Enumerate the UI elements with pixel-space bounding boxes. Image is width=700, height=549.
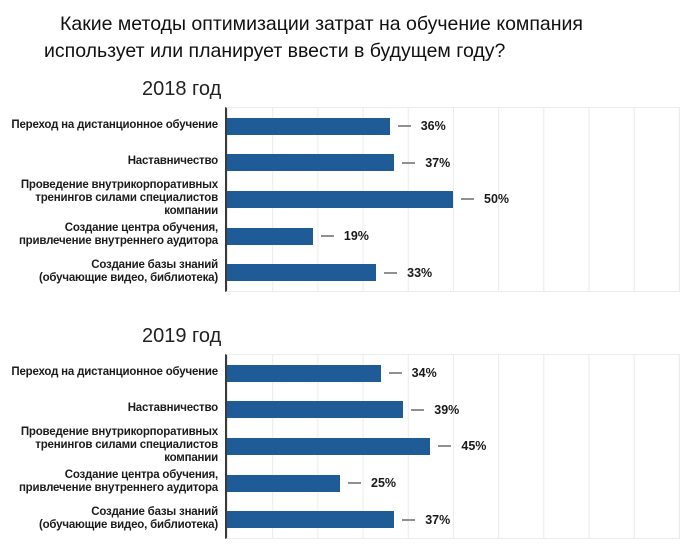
- bar-row: 34%: [227, 355, 679, 392]
- value-dash: [402, 161, 416, 164]
- value-dash: [411, 408, 425, 411]
- bar-row: 37%: [227, 501, 679, 538]
- value-label: 33%: [407, 265, 433, 280]
- bar: [227, 437, 431, 455]
- bar: [227, 401, 404, 419]
- category-label: Проведение внутрикорпоративных тренингов…: [20, 425, 218, 464]
- category-label: Создание центра обучения, привлечение вн…: [18, 222, 218, 248]
- bar: [227, 117, 390, 135]
- bar: [227, 190, 453, 208]
- category-label: Переход на дистанционное обучение: [11, 365, 218, 378]
- bar-row: 37%: [227, 145, 679, 182]
- value-label: 25%: [371, 476, 397, 491]
- category-axis: Переход на дистанционное обучение Настав…: [0, 107, 225, 292]
- category-label: Наставничество: [127, 402, 219, 415]
- bar-chart-2019: Переход на дистанционное обучение Настав…: [0, 353, 700, 539]
- bar-row: 19%: [227, 218, 679, 255]
- value-dash: [402, 518, 416, 521]
- category-label: Переход на дистанционное обучение: [11, 118, 218, 131]
- chart-title-2019: 2019 год: [142, 324, 222, 347]
- value-label: 50%: [484, 192, 510, 207]
- category-axis: Переход на дистанционное обучение Настав…: [0, 354, 225, 539]
- bar: [227, 364, 381, 382]
- value-label: 37%: [425, 512, 451, 527]
- bar-row: 36%: [227, 108, 679, 145]
- chart-section-2018: 2018 год Переход на дистанционное обучен…: [0, 78, 700, 292]
- bar: [227, 474, 340, 492]
- value-label: 39%: [434, 402, 460, 417]
- bar: [227, 154, 395, 172]
- bar-chart-2018: Переход на дистанционное обучение Настав…: [0, 107, 700, 292]
- bar-row: 25%: [227, 465, 679, 502]
- page-title: Какие методы оптимизации затрат на обуче…: [44, 13, 583, 62]
- value-dash: [461, 198, 474, 201]
- bar: [227, 511, 395, 529]
- value-dash: [384, 271, 398, 274]
- value-label: 45%: [461, 439, 487, 454]
- bar: [227, 227, 313, 245]
- bar-row: 33%: [227, 254, 679, 291]
- category-label: Наставничество: [127, 155, 219, 168]
- chart-title-2018: 2018 год: [142, 78, 222, 100]
- value-dash: [438, 445, 452, 448]
- category-label: Проведение внутрикорпоративных тренингов…: [20, 178, 218, 217]
- value-label: 19%: [343, 229, 369, 244]
- bar-row: 50%: [227, 181, 679, 218]
- bar-row: 45%: [227, 428, 679, 465]
- bar: [227, 264, 377, 282]
- bar-row: 39%: [227, 392, 679, 429]
- value-dash: [388, 372, 402, 375]
- value-label: 36%: [420, 119, 446, 134]
- value-dash: [397, 125, 411, 128]
- value-label: 37%: [425, 155, 451, 170]
- value-dash: [320, 235, 334, 238]
- value-dash: [348, 482, 361, 485]
- category-label: Создание базы знаний (обучающие видео, б…: [38, 258, 218, 284]
- plot-area: 36% 37% 50% 19% 33%: [225, 107, 680, 292]
- category-label: Создание центра обучения, привлечение вн…: [18, 469, 218, 495]
- category-label: Создание базы знаний (обучающие видео, б…: [38, 505, 218, 531]
- chart-section-2019: 2019 год Переход на дистанционное обучен…: [0, 325, 700, 539]
- value-label: 34%: [411, 366, 437, 381]
- plot-area: 34% 39% 45% 25% 37%: [225, 353, 680, 539]
